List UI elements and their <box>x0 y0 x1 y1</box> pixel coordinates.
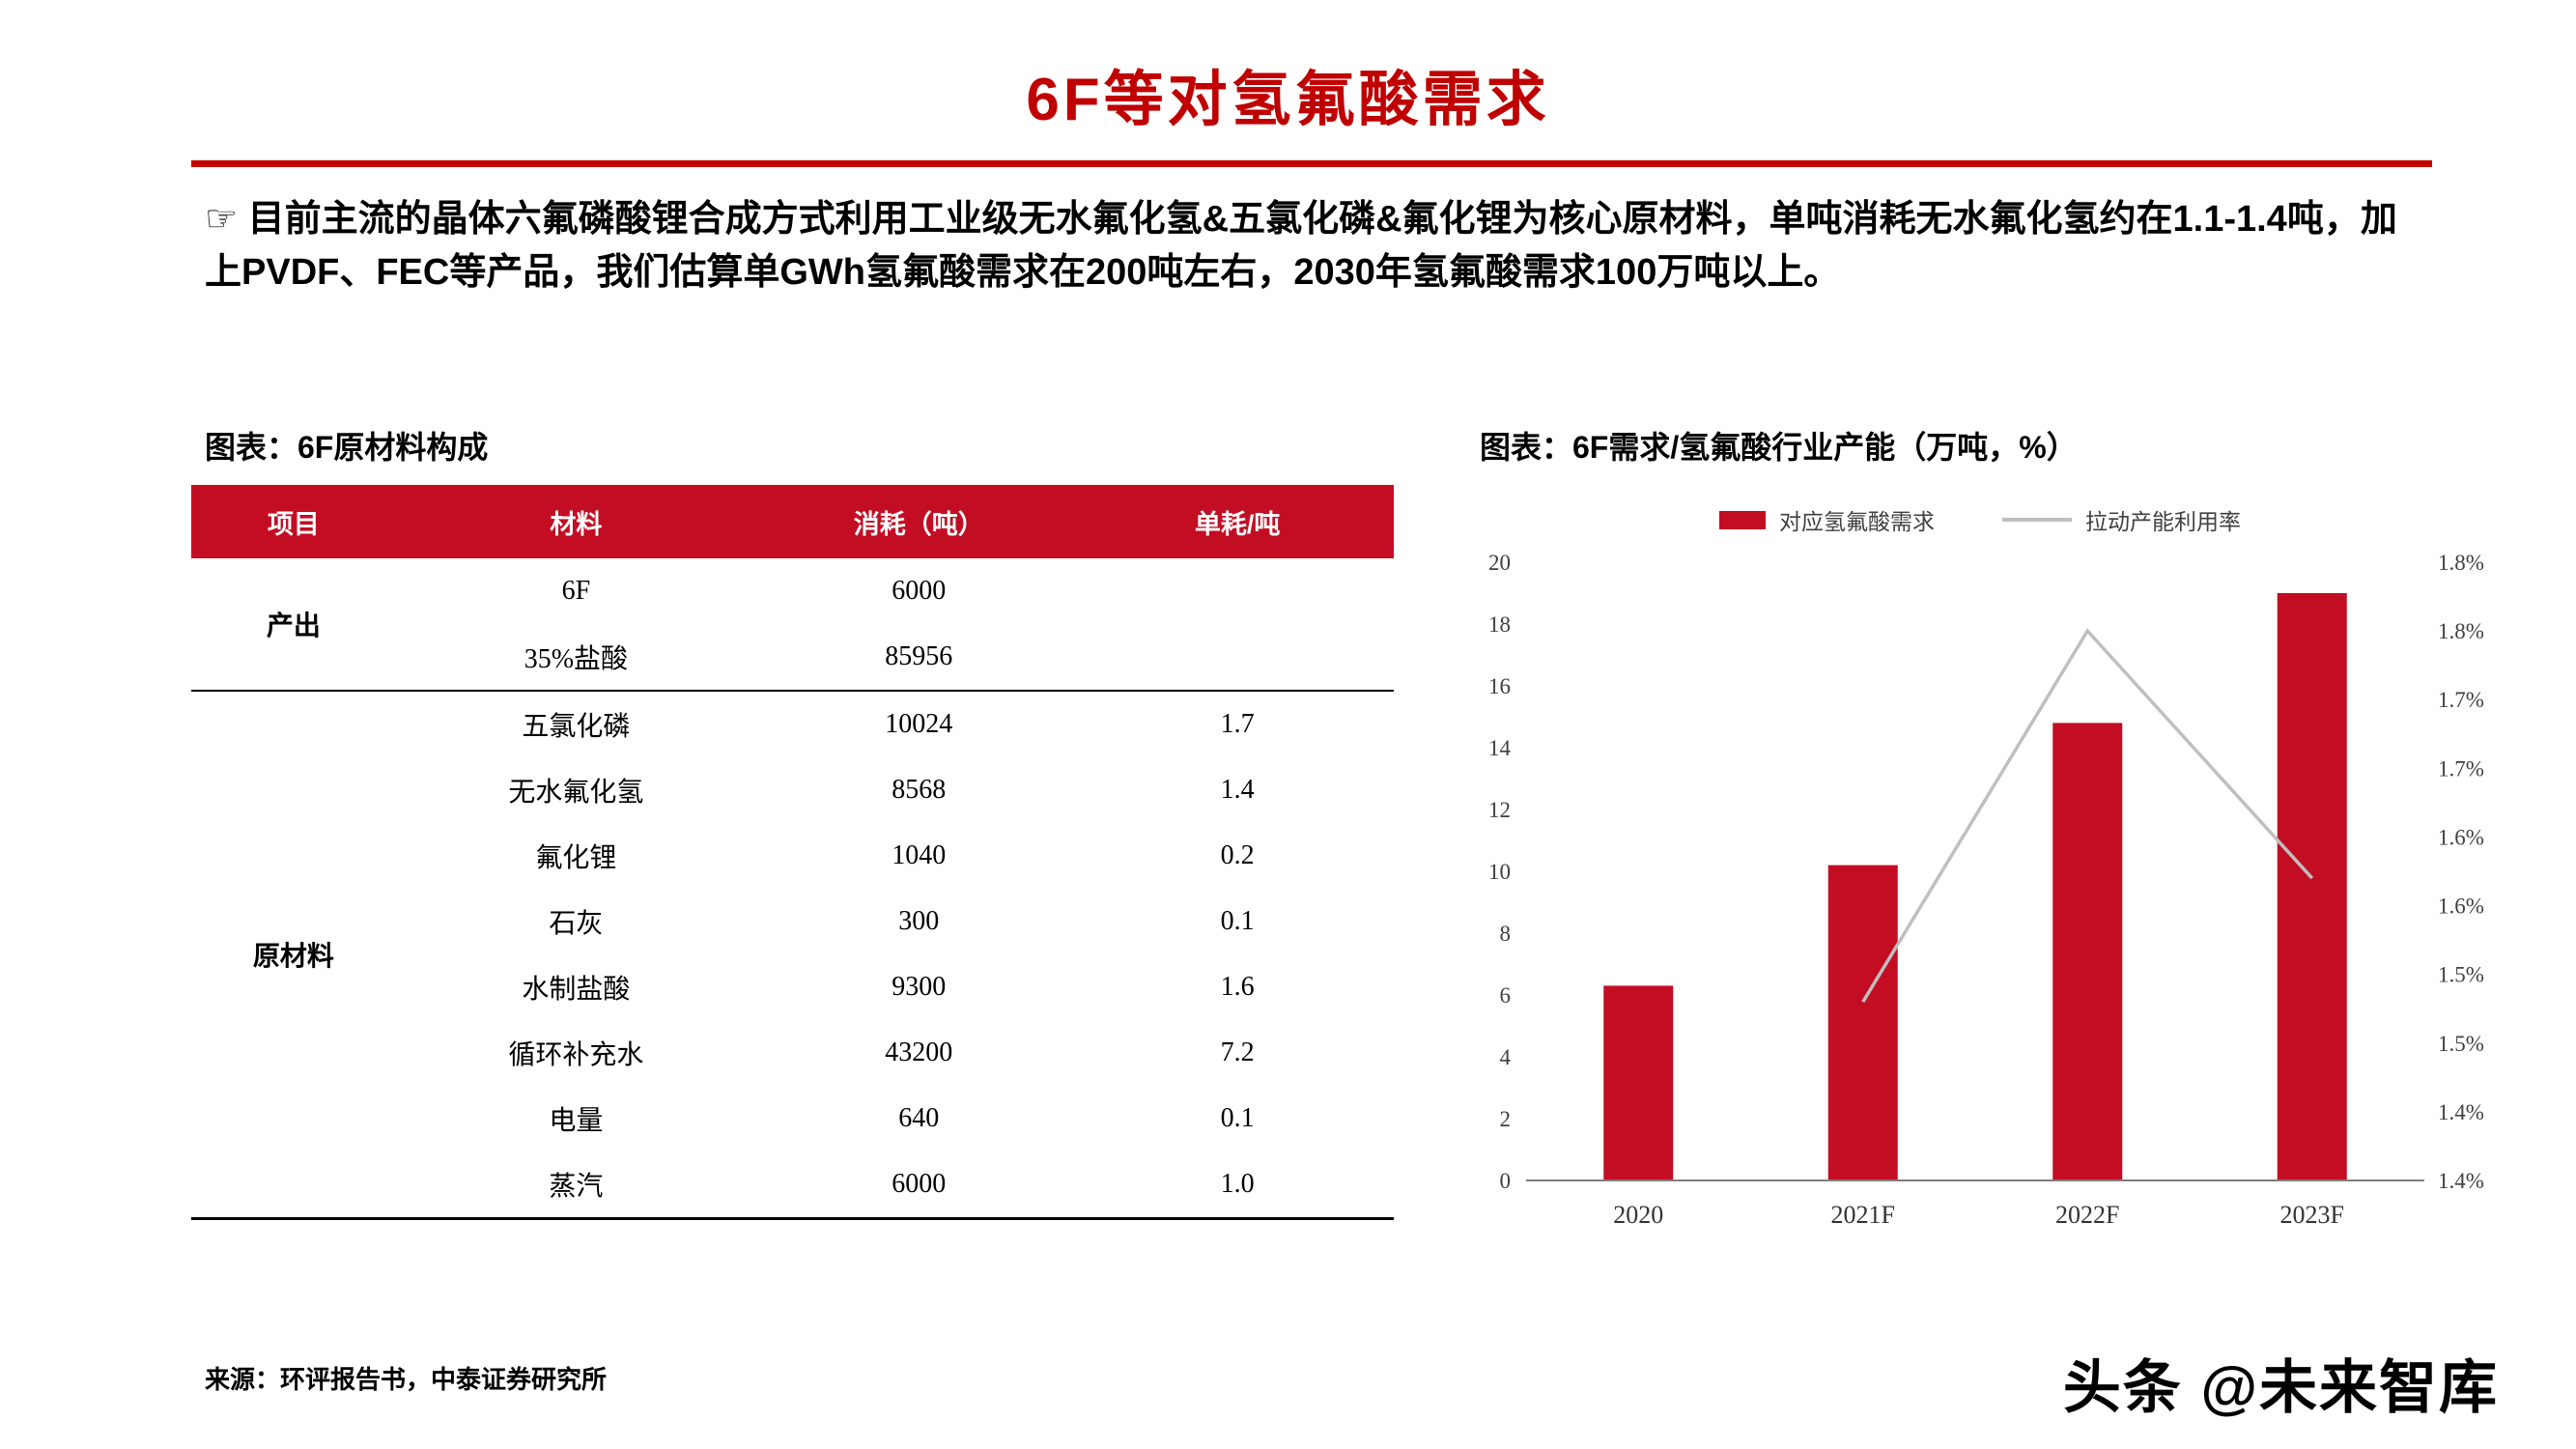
left-axis-tick: 6 <box>1500 983 1512 1008</box>
right-axis-tick: 1.5% <box>2438 963 2484 987</box>
table-cell: 6000 <box>892 1169 947 1199</box>
demand-bar <box>2277 593 2347 1180</box>
watermark: 头条 @未来智库 <box>2062 1355 2499 1420</box>
title-divider <box>191 160 2432 167</box>
chart-caption: 图表：6F需求/氢氟酸行业产能（万吨，%） <box>1480 430 2078 465</box>
line-swatch-icon <box>2002 518 2072 522</box>
table-cell: 0.1 <box>1220 906 1255 936</box>
source-note: 来源：环评报告书，中泰证券研究所 <box>205 1365 608 1394</box>
left-axis-tick: 18 <box>1488 612 1511 637</box>
intro-paragraph: ☞ 目前主流的晶体六氟磷酸锂合成方式利用工业级无水氟化氢&五氯化磷&氟化锂为核心… <box>205 199 2397 294</box>
table-cell: 水制盐酸 <box>522 975 631 1005</box>
legend-item-bars: 对应氢氟酸需求 <box>1719 503 1935 536</box>
table-cell: 1040 <box>892 840 947 870</box>
legend-label-bars: 对应氢氟酸需求 <box>1779 509 1935 534</box>
left-axis-tick: 10 <box>1488 860 1511 884</box>
right-axis-tick: 1.7% <box>2438 688 2484 712</box>
right-axis-tick: 1.7% <box>2438 756 2484 781</box>
table-cell: 300 <box>898 906 940 936</box>
table-row: 蒸汽 6000 1.0 <box>191 1151 1394 1219</box>
table-cell: 0.1 <box>1220 1103 1255 1133</box>
right-axis-tick: 1.4% <box>2438 1100 2484 1124</box>
table-cell: 循环补充水 <box>508 1040 644 1070</box>
column-header: 材料 <box>395 485 757 558</box>
table-row: 石灰 300 0.1 <box>191 889 1394 954</box>
table-cell: 电量 <box>549 1106 604 1136</box>
table-caption: 图表：6F原材料构成 <box>205 430 489 465</box>
table-cell: 氟化锂 <box>535 843 617 873</box>
left-axis-tick: 8 <box>1500 922 1512 946</box>
x-axis-label: 2020 <box>1613 1201 1663 1229</box>
legend-item-line: 拉动产能利用率 <box>2002 503 2241 536</box>
table-cell: 7.2 <box>1220 1037 1255 1067</box>
table-cell: 10024 <box>756 690 1082 757</box>
table-cell: 无水氟化氢 <box>508 778 644 808</box>
right-axis-tick: 1.8% <box>2438 551 2484 575</box>
column-header: 单耗/吨 <box>1081 485 1394 558</box>
table-cell: 1.6 <box>1220 972 1255 1002</box>
table-row: 产出 6F 6000 <box>191 558 1394 640</box>
materials-table: 项目 材料 消耗（吨） 单耗/吨 产出 6F 6000 35%盐酸 85956 原材料 五氯化磷 1… <box>191 485 1394 1220</box>
table-body: 产出 6F 6000 35%盐酸 85956 原材料 五氯化磷 10024 1.7 无水氟化氢 85… <box>191 558 1394 1219</box>
table-row: 水制盐酸 9300 1.6 <box>191 954 1394 1020</box>
right-axis-tick: 1.8% <box>2438 619 2484 643</box>
table-cell: 640 <box>898 1103 940 1133</box>
table-cell: 85956 <box>885 641 953 671</box>
table-cell: 1.0 <box>1220 1169 1255 1199</box>
table-cell: 石灰 <box>549 909 604 939</box>
table-row: 氟化锂 1040 0.2 <box>191 823 1394 889</box>
table-cell: 6000 <box>892 576 947 606</box>
right-axis-tick: 1.6% <box>2438 895 2484 919</box>
combo-chart: 对应氢氟酸需求 拉动产能利用率 0 2 4 6 8 10 12 14 16 18 20 1.8% 1.8… <box>1458 502 2502 1238</box>
demand-bar <box>1827 865 1898 1180</box>
x-axis-label: 2023F <box>2280 1201 2344 1229</box>
chart-legend: 对应氢氟酸需求 拉动产能利用率 <box>1458 502 2502 537</box>
table-row: 35%盐酸 85956 <box>191 624 1394 691</box>
table-cell: 6F <box>561 576 591 606</box>
table-header-row: 项目 材料 消耗（吨） 单耗/吨 <box>191 485 1394 558</box>
table-cell: 1.4 <box>1220 775 1255 805</box>
row-group-label: 原材料 <box>191 690 396 1219</box>
table-cell: 0.2 <box>1220 840 1255 870</box>
table-cell: 蒸汽 <box>549 1172 604 1202</box>
table-cell: 35%盐酸 <box>524 644 629 674</box>
table-cell: 五氯化磷 <box>395 690 757 757</box>
right-axis-tick: 1.4% <box>2438 1169 2484 1193</box>
left-axis-tick: 14 <box>1488 736 1512 760</box>
column-header: 项目 <box>191 485 396 558</box>
table-cell: 9300 <box>892 972 947 1002</box>
left-axis-tick: 16 <box>1488 674 1511 698</box>
left-axis-tick: 2 <box>1500 1107 1512 1131</box>
table-cell: 8568 <box>892 775 947 805</box>
table-cell: 43200 <box>885 1037 953 1067</box>
x-axis-label: 2022F <box>2055 1201 2119 1229</box>
row-group-label: 产出 <box>266 611 321 640</box>
left-axis-tick: 0 <box>1500 1169 1512 1193</box>
bar-swatch-icon <box>1719 510 1766 529</box>
legend-label-line: 拉动产能利用率 <box>2085 509 2241 534</box>
utilization-line <box>1861 628 2314 1004</box>
chart-plot: 0 2 4 6 8 10 12 14 16 18 20 1.8% 1.8% 1.7% 1.7% 1.6% 1.6… <box>1488 551 2484 1229</box>
left-axis-tick: 12 <box>1488 798 1511 822</box>
left-axis-tick: 20 <box>1488 551 1511 575</box>
demand-bar <box>1603 985 1674 1180</box>
page-title: 6F等对氢氟酸需求 <box>1026 67 1550 133</box>
table-row: 电量 640 0.1 <box>191 1086 1394 1151</box>
table-row: 无水氟化氢 8568 1.4 <box>191 757 1394 823</box>
right-axis-tick: 1.5% <box>2438 1032 2484 1056</box>
left-axis-tick: 4 <box>1500 1045 1512 1069</box>
x-axis-label: 2021F <box>1831 1201 1895 1229</box>
table-cell: 1.7 <box>1081 690 1394 757</box>
table-cell <box>1081 624 1394 691</box>
demand-bar <box>2052 723 2123 1180</box>
table-row: 循环补充水 43200 7.2 <box>191 1020 1394 1086</box>
right-axis-tick: 1.6% <box>2438 825 2484 849</box>
column-header: 消耗（吨） <box>756 485 1082 558</box>
table-row: 原材料 五氯化磷 10024 1.7 <box>191 690 1394 1219</box>
table-cell <box>1081 558 1394 624</box>
